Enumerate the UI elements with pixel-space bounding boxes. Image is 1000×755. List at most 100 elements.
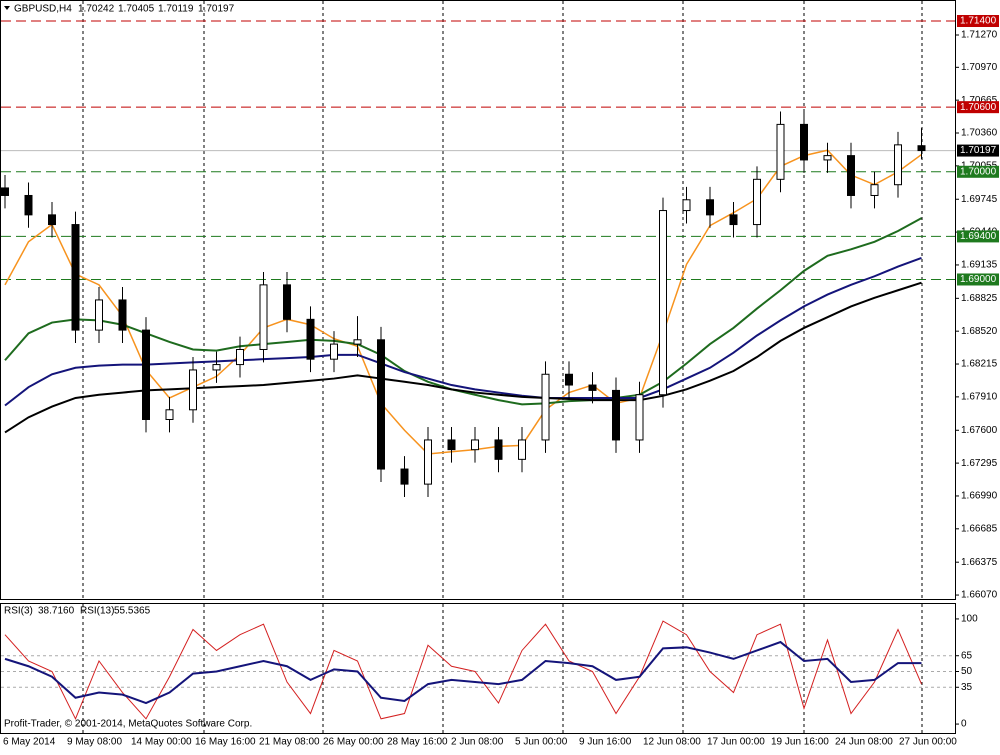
header-value: 1.70405 <box>118 4 155 15</box>
candle-body <box>565 373 573 386</box>
moving-average <box>4 281 922 434</box>
level-label: 1.70600 <box>960 102 997 113</box>
candle-body <box>400 468 409 485</box>
candle-body <box>776 123 785 180</box>
level-label-box <box>957 273 999 286</box>
candle-body <box>823 155 832 161</box>
current-price-label: 1.70197 <box>960 145 997 156</box>
candle-body <box>659 210 667 396</box>
current-price-box <box>957 144 999 157</box>
header-value: 1.70242 <box>78 4 115 15</box>
candle-body <box>1 187 9 196</box>
candle-body <box>353 339 362 345</box>
candle-body <box>612 389 620 441</box>
y-tick-label: 50 <box>961 666 973 677</box>
y-tick-label: 1.68520 <box>961 326 998 337</box>
candle-body <box>471 439 479 451</box>
candle-body <box>165 409 174 420</box>
candle-body <box>306 318 315 360</box>
rsi-line <box>4 640 922 705</box>
header-value: 1.70119 <box>158 4 194 15</box>
y-tick-label: 1.69745 <box>961 194 998 205</box>
x-tick-label: 12 Jun 08:00 <box>643 737 701 748</box>
candle-body <box>377 339 385 470</box>
moving-average <box>4 257 922 407</box>
price-frame <box>0 0 956 600</box>
x-tick-label: 24 Jun 08:00 <box>835 737 893 748</box>
candle-body <box>894 144 902 186</box>
y-tick-label: 0 <box>961 719 967 730</box>
candle-body <box>118 299 127 331</box>
x-tick-label: 27 Jun 00:00 <box>899 737 957 748</box>
candle-body <box>48 214 56 226</box>
candle-body <box>518 439 526 460</box>
x-tick-label: 26 May 00:00 <box>323 737 384 748</box>
x-tick-label: 16 May 16:00 <box>195 737 256 748</box>
candle-body <box>917 145 926 152</box>
candle-body <box>588 384 597 391</box>
y-tick-label: 1.69135 <box>961 260 998 271</box>
y-tick-label: 1.67600 <box>961 425 998 436</box>
candle-body <box>259 284 268 350</box>
y-tick-label: 1.71270 <box>961 30 998 41</box>
level-label: 1.69400 <box>960 231 997 242</box>
candle-body <box>142 329 150 420</box>
menu-arrow[interactable] <box>4 6 10 10</box>
candle-body <box>189 369 197 411</box>
candle-body <box>706 199 714 216</box>
rsi-value: 55.5365 <box>114 606 151 617</box>
candle-body <box>95 299 103 331</box>
x-tick-label: 17 Jun 00:00 <box>707 737 765 748</box>
rsi-name: RSI(13) <box>80 606 114 617</box>
y-tick-label: 1.68825 <box>961 293 998 304</box>
rsi-value: 38.7160 <box>38 606 75 617</box>
y-tick-label: 1.67910 <box>961 392 998 403</box>
y-tick-label: 1.70970 <box>961 62 998 73</box>
y-tick-label: 35 <box>961 682 973 693</box>
candle-body <box>847 155 855 196</box>
y-tick-label: 65 <box>961 650 973 661</box>
candle-body <box>541 373 550 441</box>
level-label: 1.71400 <box>960 16 997 27</box>
candle-body <box>800 123 808 161</box>
rsi-name: RSI(3) <box>4 606 33 617</box>
candle-body <box>870 184 879 196</box>
y-tick-label: 1.70665 <box>961 95 998 106</box>
y-tick-label: 1.66375 <box>961 557 998 568</box>
copyright: Profit-Trader, © 2001-2014, MetaQuotes S… <box>4 719 252 730</box>
candle-body <box>71 224 80 331</box>
x-tick-label: 5 Jun 00:00 <box>515 737 568 748</box>
y-tick-label: 1.67295 <box>961 458 998 469</box>
x-tick-label: 9 May 08:00 <box>67 737 122 748</box>
y-tick-label: 1.66990 <box>961 491 998 502</box>
level-label-box <box>957 165 999 178</box>
rsi-frame <box>0 603 956 734</box>
candle-body <box>424 439 432 485</box>
y-tick-label: 1.66685 <box>961 523 998 534</box>
y-tick-label: 100 <box>961 614 978 625</box>
x-tick-label: 14 May 00:00 <box>131 737 192 748</box>
x-tick-label: 19 Jun 16:00 <box>771 737 829 748</box>
candle-body <box>753 178 761 226</box>
symbol: GBPUSD,H4 <box>14 4 72 15</box>
level-label: 1.70000 <box>960 166 997 177</box>
moving-average <box>4 149 922 455</box>
candle-body <box>494 439 503 460</box>
level-label-box <box>957 15 999 28</box>
header-value: 1.70197 <box>198 4 235 15</box>
candle-body <box>212 364 221 371</box>
x-tick-label: 28 May 16:00 <box>387 737 448 748</box>
candle-body <box>330 343 338 360</box>
candle-body <box>283 284 291 320</box>
candle-body <box>447 439 456 451</box>
level-label-box <box>957 101 999 114</box>
x-tick-label: 21 May 08:00 <box>259 737 320 748</box>
y-tick-label: 1.68215 <box>961 359 998 370</box>
candle-body <box>729 214 738 226</box>
candle-body <box>635 394 644 441</box>
candle-body <box>24 194 33 216</box>
x-tick-label: 9 Jun 16:00 <box>579 737 632 748</box>
